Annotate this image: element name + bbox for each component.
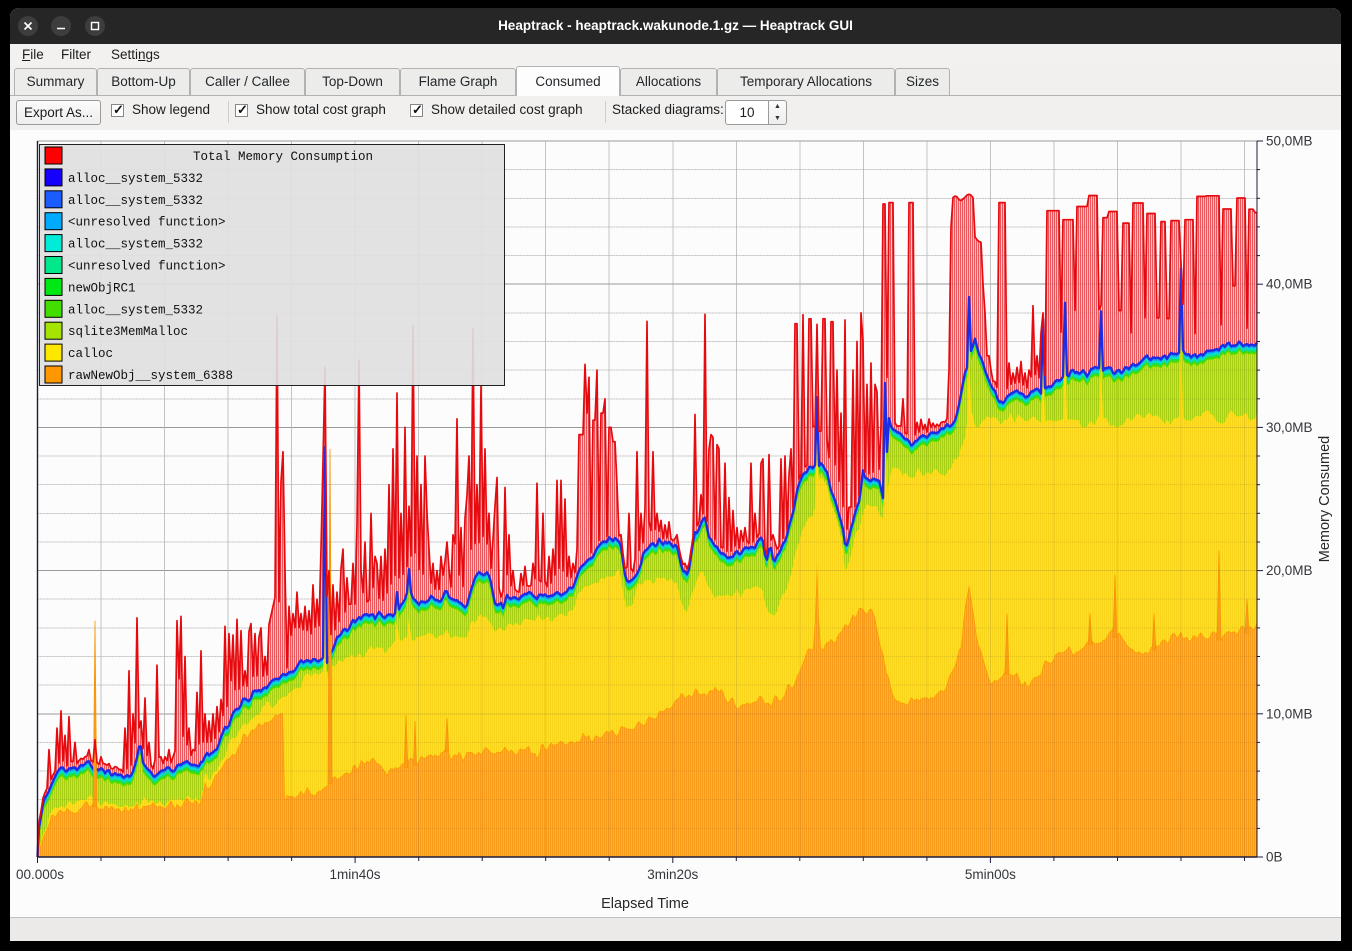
svg-text:0B: 0B xyxy=(1266,850,1283,865)
svg-text:rawNewObj__system_6388: rawNewObj__system_6388 xyxy=(68,369,233,383)
svg-text:00.000s: 00.000s xyxy=(16,867,64,882)
svg-text:30,0MB: 30,0MB xyxy=(1266,420,1313,435)
svg-text:20,0MB: 20,0MB xyxy=(1266,563,1313,578)
svg-text:<unresolved function>: <unresolved function> xyxy=(68,260,226,274)
svg-text:alloc__system_5332: alloc__system_5332 xyxy=(68,194,203,208)
svg-text:alloc__system_5332: alloc__system_5332 xyxy=(68,303,203,317)
svg-text:50,0MB: 50,0MB xyxy=(1266,134,1313,149)
svg-text:calloc: calloc xyxy=(68,347,113,361)
svg-text:newObjRC1: newObjRC1 xyxy=(68,281,136,295)
svg-text:1min40s: 1min40s xyxy=(329,867,380,882)
svg-text:10,0MB: 10,0MB xyxy=(1266,706,1313,721)
svg-text:5min00s: 5min00s xyxy=(965,867,1016,882)
svg-text:40,0MB: 40,0MB xyxy=(1266,277,1313,292)
svg-text:Memory Consumed: Memory Consumed xyxy=(1317,436,1333,563)
svg-text:Total Memory Consumption: Total Memory Consumption xyxy=(193,150,373,164)
svg-text:3min20s: 3min20s xyxy=(647,867,698,882)
svg-text:sqlite3MemMalloc: sqlite3MemMalloc xyxy=(68,325,188,339)
svg-text:alloc__system_5332: alloc__system_5332 xyxy=(68,172,203,186)
svg-text:<unresolved function>: <unresolved function> xyxy=(68,216,226,230)
svg-text:alloc__system_5332: alloc__system_5332 xyxy=(68,238,203,252)
svg-text:Elapsed Time: Elapsed Time xyxy=(601,896,689,912)
